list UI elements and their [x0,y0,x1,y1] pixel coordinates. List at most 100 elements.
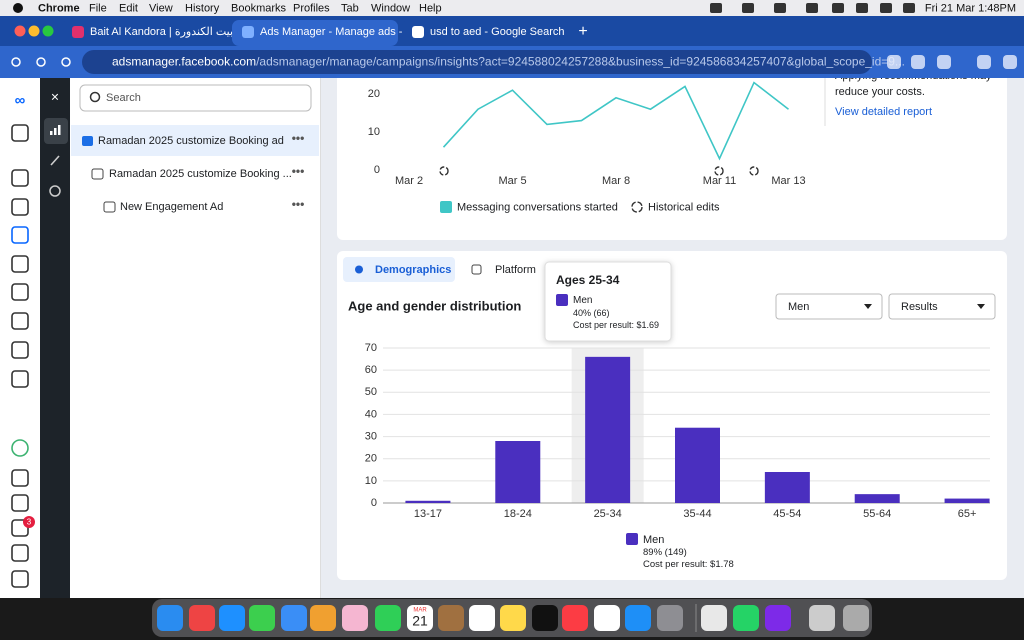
tab-active[interactable] [343,257,455,282]
tab-label[interactable]: Demographics [375,264,451,276]
nav-button[interactable] [11,57,21,67]
y-tick-label: 10 [368,126,380,138]
tab-label[interactable]: Platform [495,264,536,276]
menu-item[interactable]: Tab [341,2,359,14]
nav-button[interactable] [36,57,46,67]
tree-item[interactable]: New Engagement Ad [120,201,223,213]
nav-icon[interactable] [11,341,29,359]
dock-app[interactable] [469,605,495,631]
window-button [14,25,26,37]
tree-item[interactable]: Ramadan 2025 customize Booking ad [98,135,284,147]
menu-item[interactable]: Edit [119,2,138,14]
dock-app[interactable] [733,605,759,631]
more-button[interactable]: ••• [292,197,305,211]
nav-icon[interactable] [11,169,29,187]
dock-app[interactable] [594,605,620,631]
nav-icon[interactable] [11,439,29,457]
dock-app[interactable] [625,605,651,631]
tab-title: usd to aed - Google Search [430,26,565,38]
tool-chart-icon [50,131,53,135]
nav-icon[interactable] [11,124,29,142]
tree-icon[interactable] [82,136,93,146]
extension-icon [977,55,991,69]
dock-app[interactable] [809,605,835,631]
nav-icon[interactable] [11,255,29,273]
tool-rail [40,78,70,598]
nav-icon[interactable] [11,226,29,244]
x-tick-label: Mar 8 [602,175,630,187]
nav-button[interactable] [61,57,71,67]
menu-item[interactable]: History [185,2,220,14]
bar [764,472,810,503]
dock-app[interactable] [500,605,526,631]
dock-app[interactable] [249,605,275,631]
tab[interactable] [402,20,568,46]
bar [854,494,900,503]
nav-icon[interactable] [11,570,29,588]
bar [675,427,720,503]
nav-icon[interactable] [11,312,29,330]
menu-item[interactable]: View [149,2,173,14]
search-box[interactable] [79,84,312,112]
y-tick-label: 10 [365,475,377,487]
dock-app[interactable] [438,605,464,631]
dropdown[interactable] [775,293,883,320]
nav-icon[interactable] [11,370,29,388]
menu-item[interactable]: Window [371,2,410,14]
y-tick-label: 50 [365,386,377,398]
tree-icon[interactable] [103,201,116,213]
x-tick-label: 18-24 [504,508,532,520]
dock-app[interactable] [375,605,401,631]
menu-app[interactable]: Chrome [38,2,80,14]
tab[interactable] [62,20,228,46]
url-field[interactable] [82,50,872,74]
tree-item[interactable]: Ramadan 2025 customize Booking ... [109,168,292,180]
x-tick-label: Mar 13 [771,175,805,187]
edit-marker [439,166,449,176]
status-icon [806,3,818,13]
nav-icon[interactable] [11,544,29,562]
dock-app[interactable] [281,605,307,631]
menu-item[interactable]: File [89,2,107,14]
recommendation-link[interactable]: View detailed report [835,106,932,118]
nav-icon[interactable] [11,519,29,537]
content-graphics: Applying recommendations may 0 10 20 Messagi… [337,78,1007,580]
more-button[interactable]: ••• [292,164,305,178]
dock-app[interactable] [157,605,183,631]
legend-label: Historical edits [648,201,720,213]
nav-icon[interactable] [11,469,29,487]
more-button[interactable]: ••• [292,131,305,145]
dock-app[interactable] [219,605,245,631]
dock-app[interactable] [310,605,336,631]
legend-swatch [626,533,638,545]
dropdown[interactable] [888,293,996,320]
tree-icon[interactable] [91,168,104,180]
legend-edit-icon [631,201,643,213]
nav-icon[interactable] [11,283,29,301]
dock-app[interactable] [843,605,869,631]
menu-item[interactable]: Bookmarks [231,2,287,14]
dock-app[interactable] [765,605,791,631]
y-tick-label: 70 [365,342,377,354]
nav-icon[interactable] [11,494,29,512]
dock-app[interactable] [342,605,368,631]
close-icon[interactable]: × [51,89,59,105]
dock-app[interactable] [562,605,588,631]
bar [944,498,990,503]
nav-icon[interactable] [11,198,29,216]
bar [405,500,451,503]
menu-item[interactable]: Help [419,2,442,14]
dock-app[interactable] [532,605,558,631]
x-tick-label: 13-17 [414,508,442,520]
dock-app[interactable] [657,605,683,631]
dropdown-value: Men [788,301,809,313]
dock-app[interactable] [701,605,727,631]
y-tick-label: 30 [365,430,377,442]
tab[interactable] [232,20,398,46]
tab-title: Bait Al Kandora | بيت الكندورة (... [90,26,249,38]
clock: Fri 21 Mar 1:48PM [925,2,1016,14]
tab-icon [471,264,482,275]
dock-calendar[interactable] [407,605,433,631]
menu-item[interactable]: Profiles [293,2,330,14]
dock-app[interactable] [189,605,215,631]
